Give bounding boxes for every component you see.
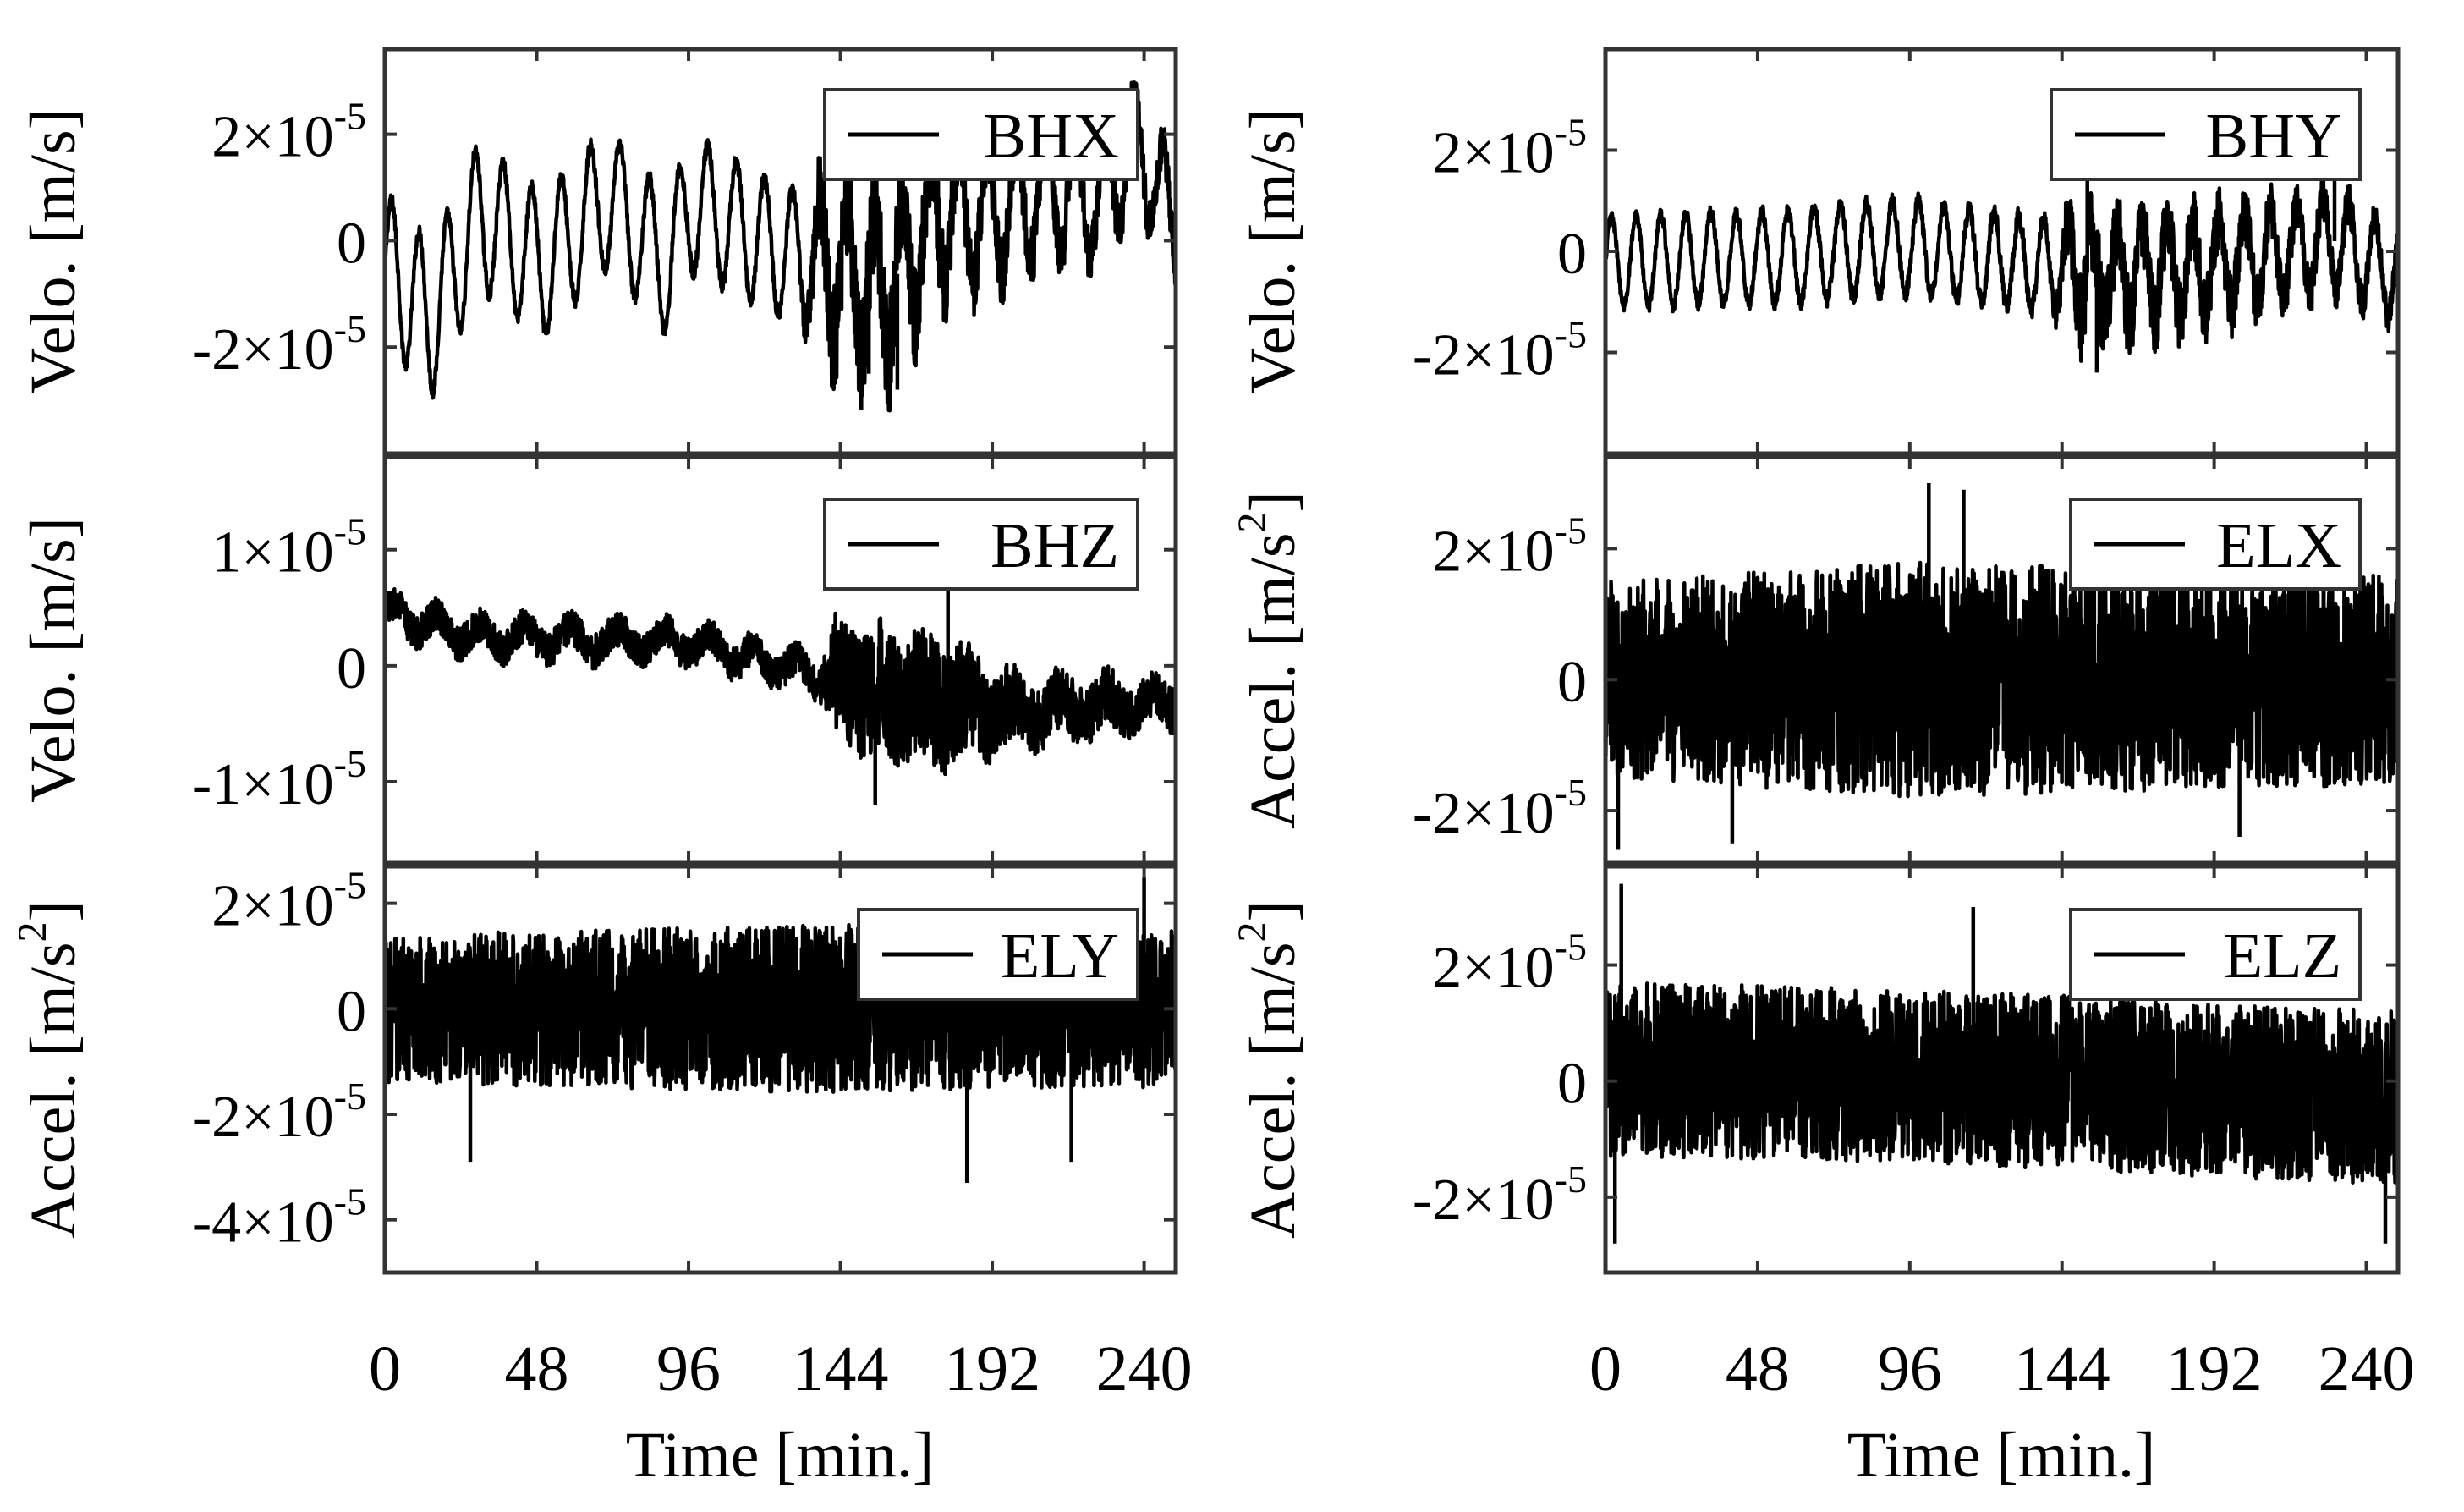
y-axis: 2×10-5 0 -2×10-5	[192, 49, 1176, 454]
y-tick-label: 0	[337, 979, 366, 1044]
panel-bhy: 2×10-5 0 -2×10-5 Velo. [m/s] BHY	[1237, 47, 2401, 456]
legend-label: ELX	[2216, 510, 2341, 581]
x-tick-label: 48	[1726, 1333, 1790, 1405]
y-tick-label: 0	[1557, 650, 1587, 715]
legend: BHZ	[823, 498, 1139, 591]
legend-label: BHX	[984, 101, 1119, 172]
trace-bhy	[1605, 150, 2398, 373]
y-tick-label: 0	[337, 636, 366, 701]
panel-bhz: 1×10-5 0 -1×10-5 Velo. [m/s] BHZ	[18, 454, 1178, 866]
trace-elz	[1605, 883, 2398, 1244]
plot-frame	[382, 864, 1178, 1275]
y-tick-label: 2×10-5	[211, 864, 366, 939]
legend: ELX	[2069, 498, 2362, 591]
y-tick-label: 1×10-5	[211, 510, 366, 586]
trace-bhz	[385, 561, 1176, 805]
x-axis-label: Time [min.]	[626, 1420, 935, 1491]
y-tick-label: 2×10-5	[1432, 111, 1587, 186]
y-axis-label: Accel. [m/s2]	[1230, 491, 1309, 829]
y-axis: 2×10-5 0 -2×10-5	[1413, 49, 2398, 454]
y-tick-label: -2×10-5	[1413, 1157, 1587, 1233]
y-axis-label: Accel. [m/s2]	[1230, 900, 1309, 1239]
trace-ely	[385, 877, 1176, 1183]
y-tick-label: 2×10-5	[211, 95, 366, 170]
y-tick-label: -2×10-5	[192, 307, 366, 382]
x-axis-left: Time [min.] 0 48 96 144 192 240	[369, 1333, 1193, 1491]
x-tick-label: 240	[2319, 1333, 2415, 1405]
legend-label: ELY	[1001, 921, 1119, 992]
x-axis-label: Time [min.]	[1847, 1420, 2156, 1491]
x-tick-label: 192	[2166, 1333, 2263, 1405]
trace-bhx	[385, 80, 1176, 413]
legend-box	[2069, 908, 2362, 1001]
y-axis: 1×10-5 0 -1×10-5	[192, 457, 1176, 863]
x-axis-right: Time [min.] 0 48 96 144 192 240	[1589, 1333, 2415, 1491]
y-axis: 2×10-5 0 -2×10-5	[1413, 866, 2398, 1273]
x-tick-label: 96	[1878, 1333, 1942, 1405]
plot-frame	[1603, 454, 2401, 866]
y-axis-label: Velo. [m/s]	[18, 517, 89, 803]
y-axis-label: Velo. [m/s]	[1237, 108, 1309, 394]
y-tick-label: 2×10-5	[1432, 509, 1587, 584]
y-tick-label: 2×10-5	[1432, 926, 1587, 1001]
x-tick-label: 0	[1589, 1333, 1622, 1405]
legend-label: BHZ	[991, 510, 1119, 581]
y-axis: 2×10-5 0 -2×10-5 -4×10-5	[192, 864, 1176, 1273]
y-tick-label: 0	[1557, 1052, 1587, 1117]
x-tick-label: 240	[1096, 1333, 1193, 1405]
panel-elx: 2×10-5 0 -2×10-5 Accel. [m/s2] ELX	[1230, 454, 2401, 866]
y-axis-label: Accel. [m/s2]	[10, 900, 89, 1239]
y-tick-label: -2×10-5	[192, 1075, 366, 1150]
legend-label: ELZ	[2224, 921, 2341, 992]
y-axis-label: Velo. [m/s]	[18, 108, 89, 394]
x-tick-label: 48	[505, 1333, 569, 1405]
y-tick-label: -2×10-5	[1413, 771, 1587, 846]
legend: BHY	[2050, 88, 2362, 181]
plot-frame	[382, 47, 1178, 456]
x-tick-label: 144	[2014, 1333, 2110, 1405]
y-tick-label: -2×10-5	[1413, 313, 1587, 388]
x-tick-label: 0	[369, 1333, 401, 1405]
x-tick-label: 192	[944, 1333, 1040, 1405]
legend-label: BHY	[2206, 101, 2341, 172]
y-tick-label: 0	[337, 211, 366, 276]
legend: ELY	[857, 908, 1139, 1001]
panel-ely: 2×10-5 0 -2×10-5 -4×10-5 Accel. [m/s2] ELY	[10, 864, 1178, 1275]
plot-frame	[382, 454, 1178, 866]
y-tick-label: -4×10-5	[192, 1180, 366, 1256]
legend: BHX	[823, 88, 1139, 181]
plot-frame	[1603, 864, 2401, 1275]
panel-bhx: 2×10-5 0 -2×10-5 Velo. [m/s] BHX	[18, 47, 1178, 456]
x-tick-label: 144	[793, 1333, 889, 1405]
legend: ELZ	[2069, 908, 2362, 1001]
trace-elx	[1605, 483, 2398, 850]
x-tick-label: 96	[656, 1333, 721, 1405]
panel-elz: 2×10-5 0 -2×10-5 Accel. [m/s2] ELZ	[1230, 864, 2401, 1275]
y-axis: 2×10-5 0 -2×10-5	[1413, 457, 2398, 863]
y-tick-label: -1×10-5	[192, 742, 366, 817]
y-tick-label: 0	[1557, 222, 1587, 287]
